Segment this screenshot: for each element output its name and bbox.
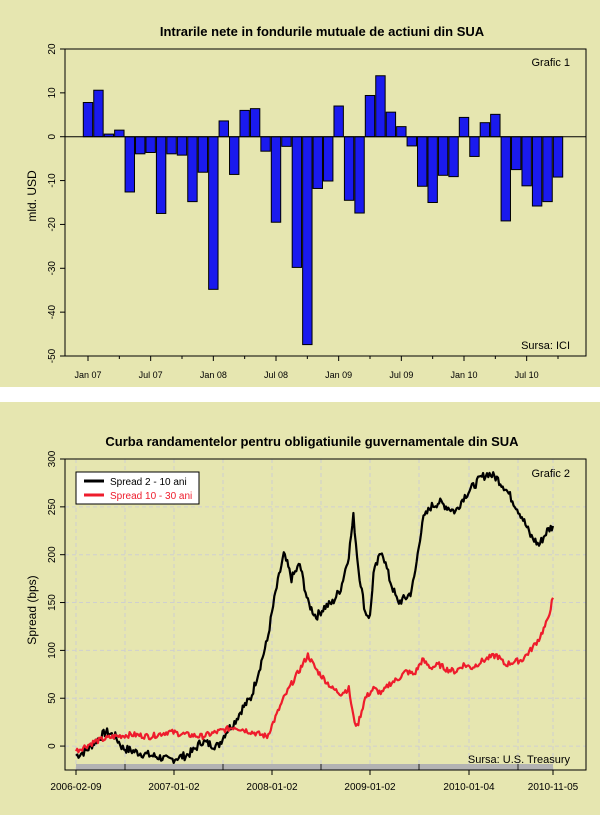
x-tick-label: Jan 07 xyxy=(74,370,101,380)
bar-2008-04 xyxy=(239,109,250,138)
bar-2008-05 xyxy=(249,108,261,138)
bar-2010-07 xyxy=(521,136,532,187)
chart-panel-2: Curba randamentelor pentru obligatiunile… xyxy=(0,402,600,815)
series-line-spread-2-10 xyxy=(75,471,555,764)
bar-2010-02 xyxy=(469,136,480,157)
x-tick-label: 2010-11-05 xyxy=(528,782,579,793)
bar-2009-05 xyxy=(375,75,386,138)
bar-2007-02 xyxy=(93,89,104,138)
x-tick-label: Jul 10 xyxy=(515,370,539,380)
x-tick-label: 2006-02-09 xyxy=(50,782,102,793)
x-tick-label: Jan 10 xyxy=(450,370,477,380)
y-tick-label: 150 xyxy=(47,594,58,611)
y-tick-label: 250 xyxy=(47,498,58,515)
legend-entry-spread-2-10: Spread 2 - 10 ani xyxy=(110,477,187,488)
bar-2008-03 xyxy=(229,136,240,175)
bar-2009-10 xyxy=(427,136,438,203)
time-strip xyxy=(76,764,553,770)
y-tick-label: 20 xyxy=(47,43,58,55)
x-tick-label: Jul 07 xyxy=(139,370,163,380)
chart-1-source: Sursa: ICI xyxy=(521,340,570,352)
y-tick-label: 10 xyxy=(47,87,58,99)
y-tick-label: -20 xyxy=(47,217,58,232)
series-line-spread-10-30 xyxy=(75,597,554,754)
bar-2010-10 xyxy=(552,136,564,178)
y-tick-label: 200 xyxy=(47,546,58,563)
bar-2007-12 xyxy=(197,136,209,173)
bar-2007-05 xyxy=(124,136,135,193)
bar-2007-10 xyxy=(176,136,188,156)
bar-2007-09 xyxy=(166,136,177,155)
x-tick-label: 2007-01-02 xyxy=(148,782,200,793)
bar-2009-12 xyxy=(448,136,459,178)
bar-2010-06 xyxy=(511,136,522,171)
bar-2007-01 xyxy=(82,102,94,138)
line-chart: Curba randamentelor pentru obligatiunile… xyxy=(25,434,587,793)
y-tick-label: 50 xyxy=(47,692,58,704)
y-tick-label: 0 xyxy=(47,133,58,139)
bar-2009-04 xyxy=(364,94,376,138)
bar-2009-09 xyxy=(417,136,428,187)
bar-2008-10 xyxy=(302,136,313,346)
bar-2008-12 xyxy=(323,136,334,182)
x-tick-label: Jan 09 xyxy=(325,370,352,380)
y-tick-label: 100 xyxy=(47,642,58,659)
bar-2007-08 xyxy=(155,136,167,214)
x-tick-label: Jul 08 xyxy=(264,370,288,380)
y-tick-label: -50 xyxy=(47,348,58,363)
bar-2007-07 xyxy=(145,136,156,154)
bar-2008-07 xyxy=(270,136,282,223)
bar-2010-01 xyxy=(458,116,470,138)
chart-2-plot-area: 0 50 100 150 200 250 300 2006-02-09 2007-01-02 20… xyxy=(47,450,587,793)
bar-2007-06 xyxy=(135,136,146,155)
bar-2008-01 xyxy=(208,136,219,290)
chart-1-plot-area: -50 -40 -30 -20 -10 0 10 20 Jan 07 Jul 07 Jan 08 Ju… xyxy=(47,43,587,380)
x-tick-label: Jul 09 xyxy=(389,370,413,380)
chart-2-source: Sursa: U.S. Treasury xyxy=(468,754,571,766)
bar-2009-02 xyxy=(343,136,355,201)
bar-2008-08 xyxy=(281,136,292,147)
bar-2010-09 xyxy=(542,136,553,203)
bar-chart: Intrarile nete in fondurile mutuale de a… xyxy=(25,24,587,380)
chart-2-frame xyxy=(64,458,587,771)
bar-2010-08 xyxy=(531,136,543,207)
x-tick-label: 2010-01-04 xyxy=(443,782,495,793)
legend: Spread 2 - 10 ani Spread 10 - 30 ani xyxy=(75,471,200,505)
chart-1-title: Intrarile nete in fondurile mutuale de a… xyxy=(160,24,485,39)
bar-2009-01 xyxy=(333,105,344,138)
bar-2009-07 xyxy=(396,126,407,138)
bar-2010-03 xyxy=(479,122,491,138)
y-tick-label: -10 xyxy=(47,173,58,188)
bar-2008-09 xyxy=(291,136,303,268)
x-tick-label: Jan 08 xyxy=(200,370,227,380)
chart-panel-1: Intrarile nete in fondurile mutuale de a… xyxy=(0,0,600,387)
x-tick-label: 2008-01-02 xyxy=(246,782,298,793)
bar-2010-04 xyxy=(490,113,501,138)
bar-2010-05 xyxy=(500,136,511,222)
bar-2007-11 xyxy=(187,136,198,203)
bar-2007-04 xyxy=(114,129,125,138)
bar-2008-06 xyxy=(260,136,271,152)
chart-1-y-axis-label: mld. USD xyxy=(25,170,39,222)
chart-2-y-axis-label: Spread (bps) xyxy=(25,575,39,644)
bar-2009-06 xyxy=(385,111,397,138)
chart-2-label: Grafic 2 xyxy=(531,468,570,480)
y-tick-label: 0 xyxy=(47,743,58,749)
y-tick-label: 300 xyxy=(47,450,58,467)
bar-2009-08 xyxy=(406,136,417,147)
bar-2008-02 xyxy=(218,120,229,138)
chart-1-label: Grafic 1 xyxy=(531,57,570,69)
bar-2008-11 xyxy=(312,136,323,189)
y-tick-label: -40 xyxy=(47,304,58,319)
bar-2009-03 xyxy=(354,136,365,214)
legend-entry-spread-10-30: Spread 10 - 30 ani xyxy=(110,491,192,502)
x-tick-label: 2009-01-02 xyxy=(344,782,396,793)
chart-2-title: Curba randamentelor pentru obligatiunile… xyxy=(105,434,519,449)
bar-2009-11 xyxy=(437,136,449,176)
y-tick-label: -30 xyxy=(47,261,58,276)
